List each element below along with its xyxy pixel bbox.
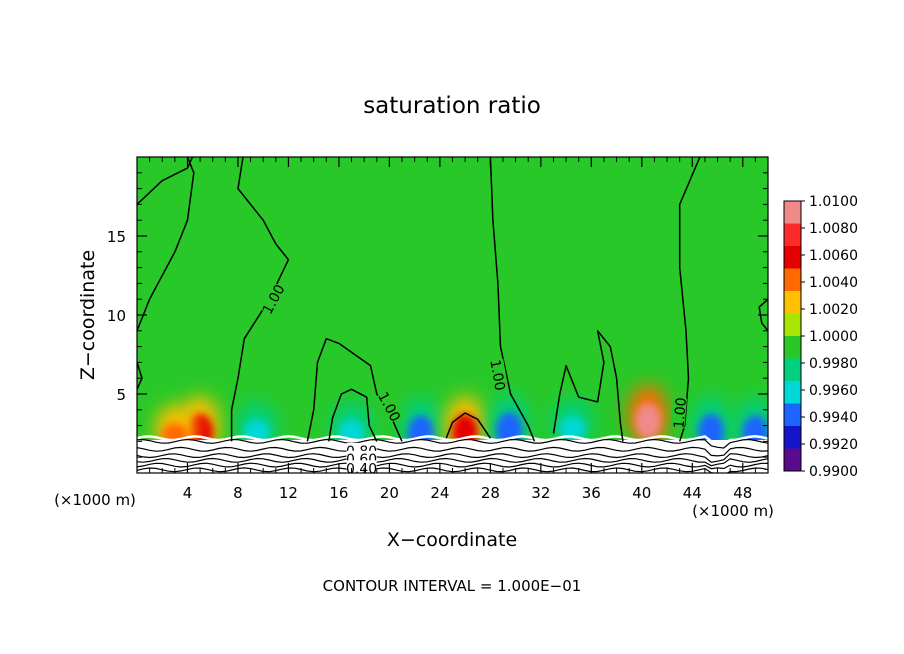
contour-line-6 [489, 157, 536, 442]
x-tick-label-9: 40 [632, 484, 651, 502]
x-tick-label-7: 32 [531, 484, 550, 502]
contour-label-text-3: 1.00 [671, 397, 690, 429]
y-tick-label-1: 10 [107, 307, 126, 325]
terrain-line-2 [137, 446, 768, 457]
terrain-line-1 [137, 438, 768, 449]
contour-line-1 [137, 157, 195, 332]
colorbar-bin-11 [784, 448, 801, 472]
x-tick-label-3: 16 [329, 484, 348, 502]
colorbar-label-3: 1.0040 [809, 275, 858, 291]
y-axis-label: Z−coordinate [77, 250, 99, 380]
contour-label-bg-3 [670, 397, 687, 429]
colorbar-label-7: 0.9960 [809, 383, 858, 399]
x-tick-label-11: 48 [733, 484, 752, 502]
colorbar-bin-5 [784, 313, 801, 337]
contour-label-3: 1.00 [670, 397, 690, 429]
colorbar-bin-9 [784, 403, 801, 427]
colorbar-label-6: 0.9980 [809, 356, 858, 372]
contour-interval-note: CONTOUR INTERVAL = 1.000E−01 [323, 577, 582, 595]
terrain-lines [137, 435, 768, 473]
contour-label-text-6: 0.40 [346, 461, 377, 477]
colorbar-bin-8 [784, 381, 801, 404]
x-tick-label-5: 24 [430, 484, 449, 502]
colorbar-label-9: 0.9920 [809, 437, 858, 453]
contour-label-bg-2 [489, 358, 509, 391]
x-tick-label-6: 28 [481, 484, 500, 502]
colorbar-label-2: 1.0060 [809, 248, 858, 264]
terrain-line-4 [137, 457, 768, 467]
contour-label-text-2: 1.00 [486, 358, 507, 391]
x-tick-label-1: 8 [233, 484, 243, 502]
colorbar-bin-6 [784, 336, 801, 359]
colorbar-bin-1 [784, 223, 801, 247]
contour-line-5 [445, 412, 492, 439]
x-unit-left: (×1000 m) [54, 491, 136, 509]
contour-line-2 [230, 157, 290, 442]
colorbar-label-4: 1.0020 [809, 302, 858, 318]
plot-area: 1.001.001.001.000.800.600.40 [137, 157, 768, 477]
colorbar-bin-3 [784, 268, 801, 292]
chart-title: saturation ratio [363, 93, 541, 119]
y-tick-label-2: 15 [107, 228, 126, 246]
terrain-line-3 [137, 453, 768, 463]
colorbar-label-10: 0.9900 [809, 464, 858, 480]
anomaly-8 [635, 402, 662, 439]
contour-label-bg-0 [259, 282, 286, 316]
colorbar-bin-7 [784, 358, 801, 382]
terrain-line-0 [137, 435, 768, 446]
x-tick-label-2: 12 [279, 484, 298, 502]
x-tick-label-10: 44 [683, 484, 702, 502]
colorbar-bin-2 [784, 246, 801, 269]
contour-label-bg-6 [346, 460, 377, 473]
colorbar-bin-0 [784, 201, 801, 224]
x-tick-label-8: 36 [582, 484, 601, 502]
colorbar-bin-10 [784, 426, 801, 449]
colorbar-label-8: 0.9940 [809, 410, 858, 426]
colorbar-label-0: 1.0100 [809, 194, 858, 210]
colorbar-bin-4 [784, 291, 801, 314]
contour-line-7 [552, 330, 624, 442]
contour-label-2: 1.00 [486, 358, 509, 392]
colorbar-label-1: 1.0080 [809, 221, 858, 237]
colorbar: 1.0100 1.0080 1.0060 1.0040 1.0020 1.0000 0.99… [783, 194, 858, 480]
x-unit-right: (×1000 m) [692, 502, 774, 520]
contour-line-4 [328, 388, 378, 442]
x-tick-label-0: 4 [183, 484, 193, 502]
terrain-line-5 [137, 462, 768, 470]
x-tick-label-4: 20 [380, 484, 399, 502]
anomaly-7 [559, 416, 586, 441]
y-tick-label-0: 5 [116, 386, 126, 404]
x-axis-label: X−coordinate [387, 529, 517, 551]
colorbar-label-5: 1.0000 [809, 329, 858, 345]
contour-label-bg-1 [377, 389, 404, 423]
contour-labels: 1.001.001.001.000.800.600.40 [259, 282, 690, 477]
contour-line-8 [678, 157, 701, 442]
contour-label-6: 0.40 [346, 460, 377, 477]
